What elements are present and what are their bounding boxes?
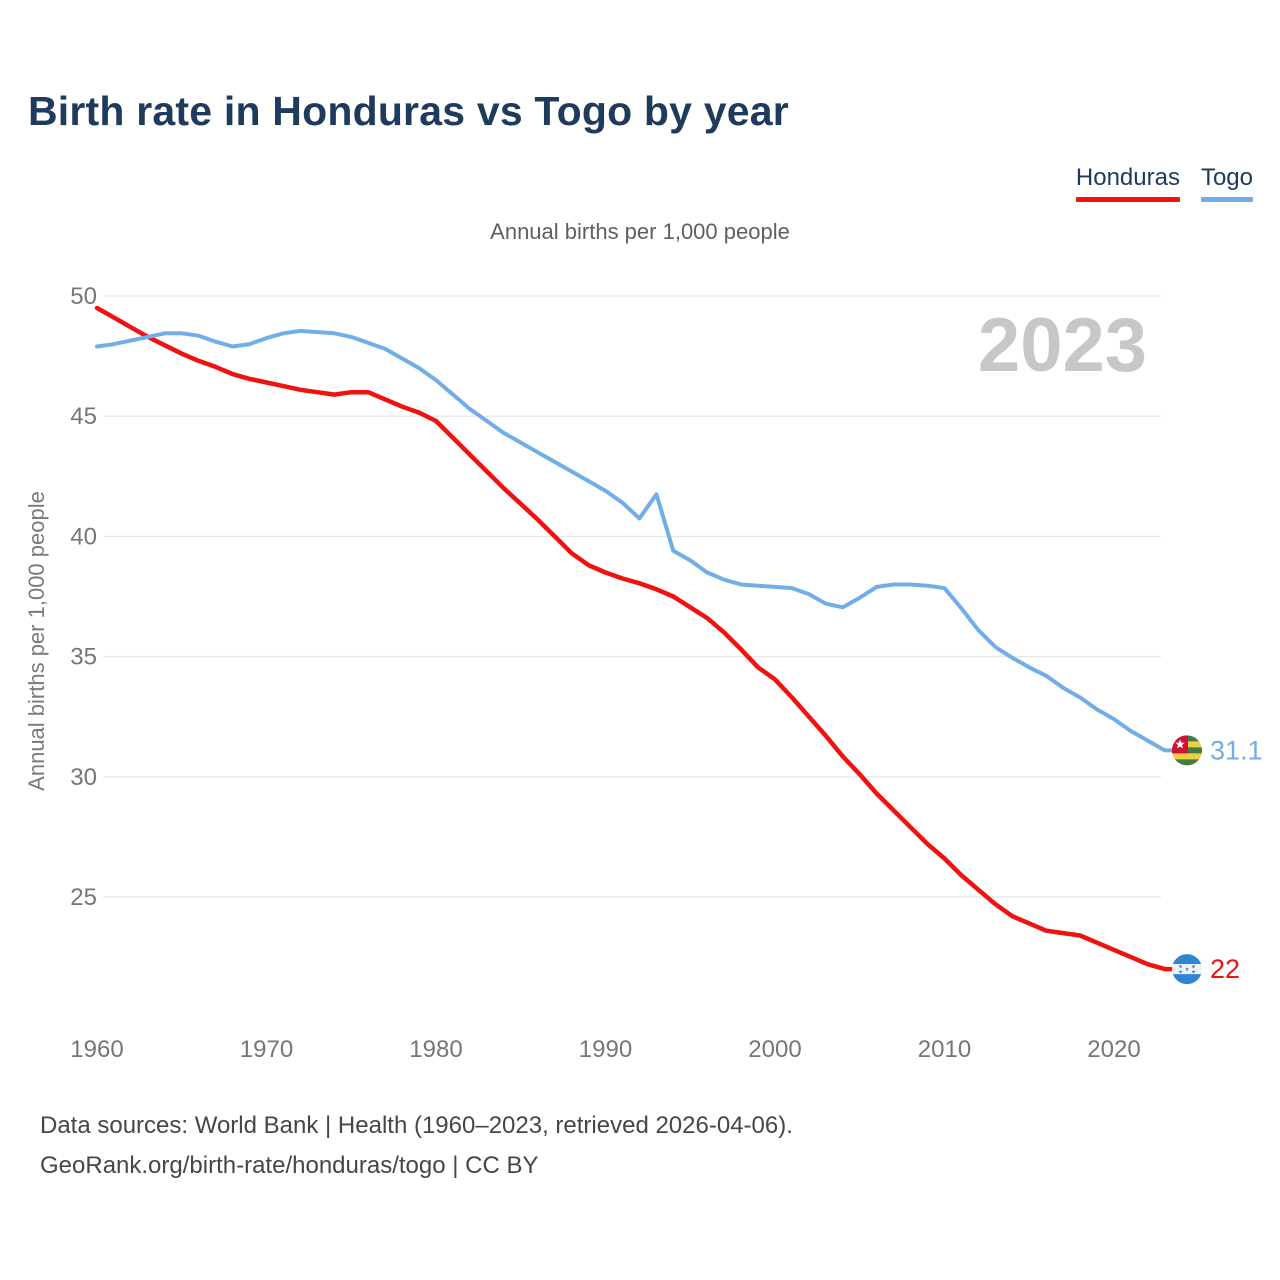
footer-attribution: GeoRank.org/birth-rate/honduras/togo | C… (40, 1152, 539, 1179)
x-tick-label-2000: 2000 (748, 1036, 801, 1063)
honduras-end-value: 22 (1210, 954, 1240, 984)
x-tick-label-1960: 1960 (70, 1036, 123, 1063)
legend-label-honduras: Honduras (1075, 164, 1180, 191)
x-tick-label-2020: 2020 (1087, 1036, 1140, 1063)
legend-label-togo: Togo (1200, 164, 1253, 191)
y-axis-title: Annual births per 1,000 people (24, 491, 49, 791)
footer-data-sources: Data sources: World Bank | Health (1960–… (40, 1112, 793, 1139)
honduras-flag-icon (1172, 954, 1202, 985)
y-tick-label-40: 40 (70, 523, 97, 550)
honduras-line (94, 305, 1174, 972)
x-tick-label-1990: 1990 (579, 1036, 632, 1063)
y-tick-label-45: 45 (70, 403, 97, 430)
togo-line (95, 328, 1173, 753)
y-tick-label-30: 30 (70, 764, 97, 791)
x-tick-label-1980: 1980 (409, 1036, 462, 1063)
togo-end-value: 31.1 (1210, 735, 1263, 765)
legend-underline-honduras (1075, 197, 1180, 202)
legend-underline-togo (1200, 197, 1253, 202)
x-tick-label-1970: 1970 (240, 1036, 293, 1063)
legend-item-togo[interactable]: Togo (1200, 164, 1253, 202)
chart-footer: Data sources: World Bank | Health (1960–… (40, 1106, 793, 1186)
x-tick-label-2010: 2010 (918, 1036, 971, 1063)
togo-flag-icon (1172, 735, 1202, 766)
y-tick-label-35: 35 (70, 644, 97, 671)
chart-subtitle: Annual births per 1,000 people (490, 219, 790, 244)
y-tick-label-50: 50 (70, 283, 97, 310)
watermark-year: 2023 (978, 303, 1147, 388)
chart-legend: Honduras Togo (1075, 164, 1253, 202)
legend-item-honduras[interactable]: Honduras (1075, 164, 1180, 202)
chart-title: Birth rate in Honduras vs Togo by year (28, 88, 789, 134)
y-tick-label-25: 25 (70, 884, 97, 911)
